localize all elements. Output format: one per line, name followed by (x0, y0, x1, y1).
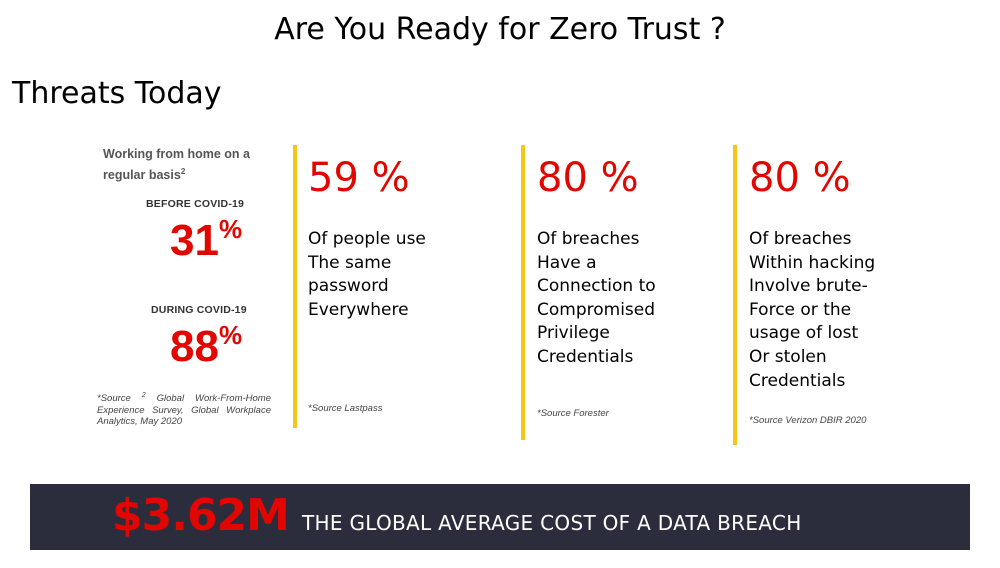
stat-value-3: 80 % (749, 155, 851, 201)
stat-source-1: *Source Lastpass (308, 403, 383, 414)
slide-title: Are You Ready for Zero Trust ? (274, 12, 726, 47)
column-divider-1 (293, 145, 297, 428)
stat-source-2: *Source Forester (537, 408, 609, 419)
during-covid-value: 88% (170, 320, 243, 372)
before-covid-label: BEFORE COVID-19 (146, 198, 245, 210)
column-divider-3 (733, 145, 737, 445)
banner-amount: $3.62M (112, 490, 290, 541)
stat-description-2: Of breaches Have a Connection to Comprom… (537, 229, 656, 367)
stat-value-2: 80 % (537, 155, 639, 201)
wfh-heading-text: Working from home on a regular basis (103, 147, 250, 183)
stat-description-3: Of breaches Within hacking Involve brute… (749, 229, 876, 391)
column-divider-2 (521, 145, 525, 440)
covid-source-prefix: *Source (97, 393, 131, 405)
during-covid-label: DURING COVID-19 (151, 304, 247, 316)
covid-source-superscript: 2 (141, 392, 146, 399)
covid-source-text: Global Work-From-Home Experience Survey,… (97, 393, 271, 428)
covid-source: *Source 2 Global Work-From-Home Experien… (97, 390, 271, 428)
slide-subtitle: Threats Today (12, 76, 222, 111)
banner-text: THE GLOBAL AVERAGE COST OF A DATA BREACH (302, 511, 802, 535)
stat-value-1: 59 % (308, 155, 410, 201)
before-covid-number: 31 (170, 216, 219, 265)
during-covid-percent: % (218, 320, 243, 350)
stat-source-3: *Source Verizon DBIR 2020 (749, 415, 867, 426)
cost-banner: $3.62M THE GLOBAL AVERAGE COST OF A DATA… (30, 484, 970, 550)
before-covid-percent: % (218, 214, 243, 244)
during-covid-number: 88 (170, 322, 219, 371)
before-covid-value: 31% (170, 214, 243, 266)
wfh-heading: Working from home on a regular basis2 (103, 146, 273, 184)
wfh-heading-superscript: 2 (180, 167, 186, 176)
stat-description-1: Of people use The same password Everywhe… (308, 229, 426, 320)
